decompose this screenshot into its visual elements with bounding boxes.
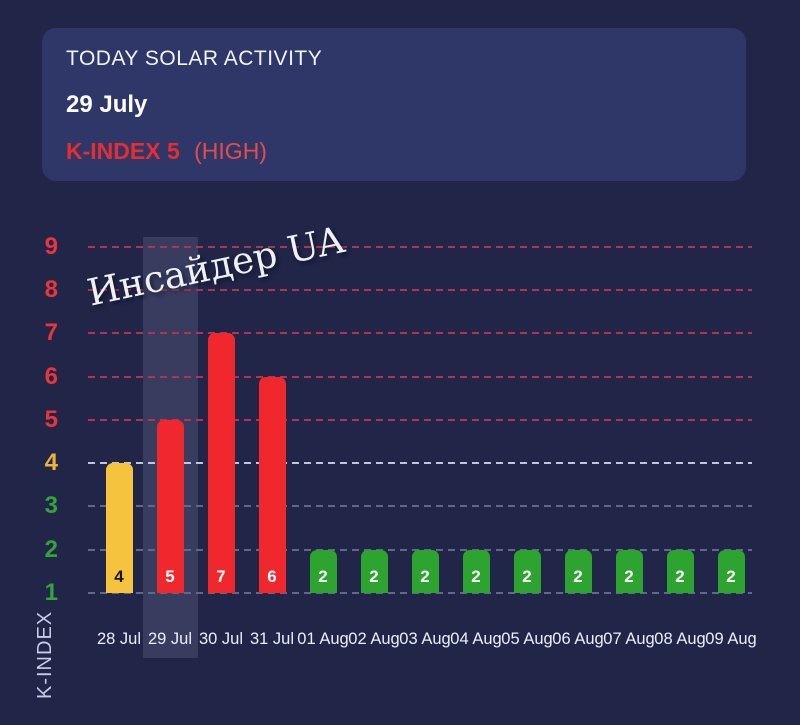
y-tick-label: 4 xyxy=(44,449,58,477)
kindex-value: K-INDEX 5 xyxy=(66,138,180,164)
y-tick-label: 2 xyxy=(44,535,58,563)
x-tick-label: 04 Aug xyxy=(450,630,502,648)
grid-line xyxy=(88,462,752,465)
bar-value-label: 2 xyxy=(471,566,481,586)
x-tick-label: 05 Aug xyxy=(501,630,553,648)
x-tick-label: 28 Jul xyxy=(96,630,142,648)
bar-value-label: 7 xyxy=(216,566,226,586)
grid-line xyxy=(88,592,752,594)
bar-value-label: 2 xyxy=(420,566,430,586)
y-tick-label: 6 xyxy=(44,362,58,390)
kindex-summary: K-INDEX 5 (HIGH) xyxy=(66,138,267,165)
chart-bar: 5 xyxy=(156,419,184,593)
x-tick-label: 03 Aug xyxy=(399,630,451,648)
chart-bar: 2 xyxy=(717,549,745,593)
chart-bar: 2 xyxy=(615,549,643,593)
chart-bar: 2 xyxy=(309,549,337,593)
header-card: TODAY SOLAR ACTIVITY 29 July K-INDEX 5 (… xyxy=(42,28,746,181)
grid-line xyxy=(88,332,752,335)
chart-bar: 2 xyxy=(513,549,541,593)
report-date: 29 July xyxy=(66,91,148,118)
x-tick-label: 08 Aug xyxy=(654,630,706,648)
y-tick-label: 3 xyxy=(44,492,58,520)
y-tick-label: 9 xyxy=(44,232,58,260)
chart-bar: 6 xyxy=(258,376,286,593)
grid-line xyxy=(88,418,752,421)
page-title: TODAY SOLAR ACTIVITY xyxy=(66,47,323,70)
bar-value-label: 2 xyxy=(318,566,328,586)
y-tick-label: 1 xyxy=(44,579,58,606)
chart-bar: 2 xyxy=(564,549,592,593)
y-tick-label: 8 xyxy=(44,275,58,303)
bar-value-label: 2 xyxy=(675,566,685,586)
bar-value-label: 5 xyxy=(165,566,175,586)
x-tick-label: 07 Aug xyxy=(603,630,655,648)
x-tick-label: 01 Aug xyxy=(297,630,349,648)
bar-value-label: 2 xyxy=(522,566,532,586)
grid-line xyxy=(88,245,752,248)
y-tick-label: 7 xyxy=(44,319,58,347)
x-tick-label: 02 Aug xyxy=(348,630,400,648)
grid-line xyxy=(88,288,752,291)
y-axis-title: K-INDEX xyxy=(34,610,56,699)
bar-value-label: 2 xyxy=(726,566,736,586)
x-tick-label: 06 Aug xyxy=(552,630,604,648)
bar-value-label: 6 xyxy=(267,567,277,586)
kindex-status-badge: (HIGH) xyxy=(194,138,267,164)
x-tick-label: 30 Jul xyxy=(198,630,244,648)
x-tick-label: 29 Jul xyxy=(147,630,193,648)
chart-bar: 7 xyxy=(207,333,235,593)
grid-line xyxy=(88,375,752,378)
bar-value-label: 2 xyxy=(624,566,634,586)
bar-value-label: 4 xyxy=(114,566,124,586)
y-tick-label: 5 xyxy=(44,405,58,433)
x-tick-label: 31 Jul xyxy=(249,630,295,648)
chart-bar: 2 xyxy=(360,549,388,593)
bar-value-label: 2 xyxy=(369,566,379,586)
x-tick-label: 09 Aug xyxy=(705,630,757,648)
grid-line xyxy=(88,505,752,508)
chart-bar: 4 xyxy=(105,463,133,593)
chart-bar: 2 xyxy=(462,549,490,593)
bar-value-label: 2 xyxy=(573,566,583,586)
chart-bar: 2 xyxy=(411,549,439,593)
chart-bar: 2 xyxy=(666,549,694,593)
